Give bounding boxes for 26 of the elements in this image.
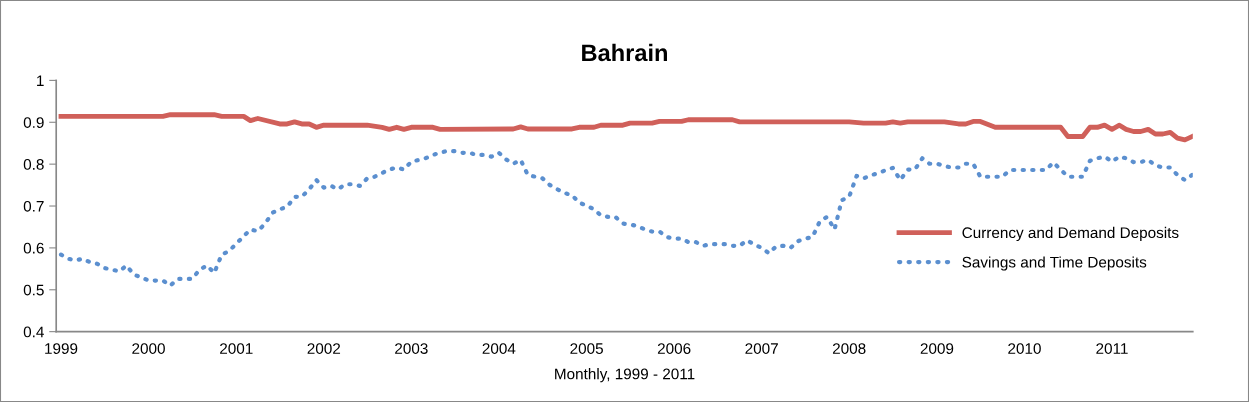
line-series: [58, 148, 1193, 288]
y-tick-label: 0.5: [23, 284, 44, 296]
x-tick-label: 2008: [832, 343, 866, 354]
x-axis-title: Monthly, 1999 - 2011: [555, 368, 695, 383]
x-tick-label: 2007: [745, 343, 778, 354]
chart-title: Bahrain: [582, 43, 667, 62]
y-tick-label: 0.4: [23, 326, 44, 338]
y-tick-label: 0.7: [23, 200, 44, 212]
y-tick-label: 0.8: [23, 159, 44, 170]
x-tick-label: 2004: [482, 343, 516, 354]
x-tick-label: 2005: [570, 343, 603, 354]
x-tick-label: 2009: [920, 343, 954, 354]
line-series: [58, 112, 1193, 143]
x-tick-label: 2006: [657, 343, 691, 354]
x-tick-label: 2002: [307, 343, 341, 354]
legend-label: Currency and Demand Deposits: [962, 226, 1179, 242]
x-tick-label: 2000: [132, 343, 165, 354]
x-tick-label: 1999: [45, 343, 78, 354]
x-tick-label: 2001: [220, 343, 253, 354]
y-tick-label: 0.6: [23, 242, 44, 254]
x-tick-label: 2011: [1096, 343, 1128, 354]
y-tick-label: 1: [37, 75, 44, 86]
x-tick-label: 2003: [395, 343, 428, 354]
y-tick-label: 0.9: [23, 117, 44, 128]
x-tick-label: 2010: [1008, 343, 1041, 354]
legend-label: Savings and Time Deposits: [962, 256, 1147, 271]
